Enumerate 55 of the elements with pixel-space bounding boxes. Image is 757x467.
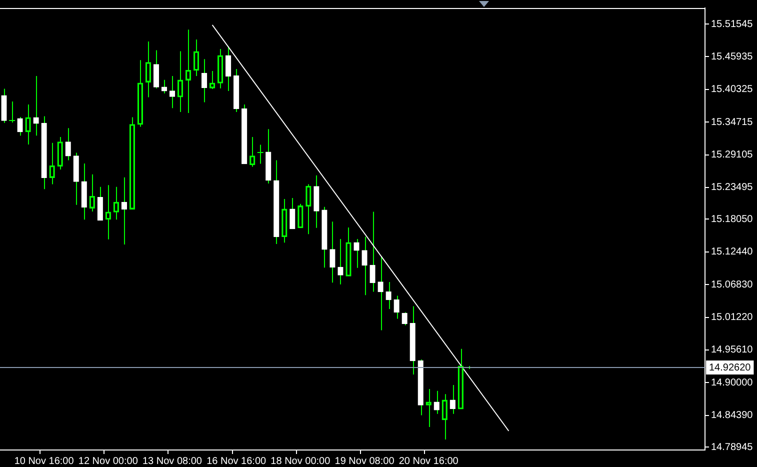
candlestick [161,79,168,94]
y-tick-label: 15.01220 [711,312,754,324]
x-tick-label: 16 Nov 16:00 [206,456,267,467]
candlestick [370,211,376,292]
y-tick-label: 15.34715 [711,116,754,128]
candlestick [169,75,176,109]
candlestick [338,238,344,285]
y-tick-label: 15.18050 [711,214,754,225]
ref-line-label: 14.92620 [709,362,752,374]
x-tick-label: 18 Nov 00:00 [270,456,331,467]
y-tick-label: 14.78945 [711,442,754,453]
y-tick-label: 15.29105 [711,150,754,161]
candlestick [322,206,328,268]
y-tick-label: 14.95610 [711,344,754,356]
x-tick-label: 20 Nov 16:00 [398,456,459,467]
y-tick-label: 15.40325 [711,84,754,96]
candlestick [256,144,264,164]
x-tick-label: 13 Nov 08:00 [142,456,202,467]
candlestick [73,152,79,206]
candlestick [330,221,336,284]
candlestick [8,101,16,123]
y-tick-label: 15.12440 [711,246,754,258]
candlestick [378,256,384,331]
candlestick [81,163,87,220]
candlestick [354,238,360,268]
y-tick-label: 14.84390 [711,410,754,422]
candlestick [242,104,248,164]
candlestick [410,306,416,375]
y-tick-label: 14.90000 [711,377,754,388]
candlestick [274,160,280,244]
candlestick [362,236,368,296]
x-tick-label: 12 Nov 00:00 [78,456,138,467]
candlestick [290,198,296,230]
candlestick [201,58,208,103]
x-tick-label: 19 Nov 08:00 [334,456,395,467]
candlestick [314,174,320,228]
candlestick [33,75,39,136]
candlestick [1,88,7,124]
candlestick [153,50,160,89]
y-tick-label: 15.45935 [711,51,754,62]
y-tick-label: 15.06830 [711,279,754,290]
candlestick [65,128,71,161]
candlestick [450,384,456,414]
y-tick-label: 15.23495 [711,182,754,194]
candlestick [41,116,47,190]
y-tick-label: 15.51545 [711,18,754,30]
candlestick [266,128,272,184]
x-tick-label: 10 Nov 16:00 [14,456,74,467]
candlestick [234,68,240,113]
candlestick [418,358,424,416]
candlestick [394,295,400,320]
candlestick [402,312,408,326]
candlestick [434,390,440,414]
candlestick [225,46,232,92]
candlestick [97,186,103,221]
